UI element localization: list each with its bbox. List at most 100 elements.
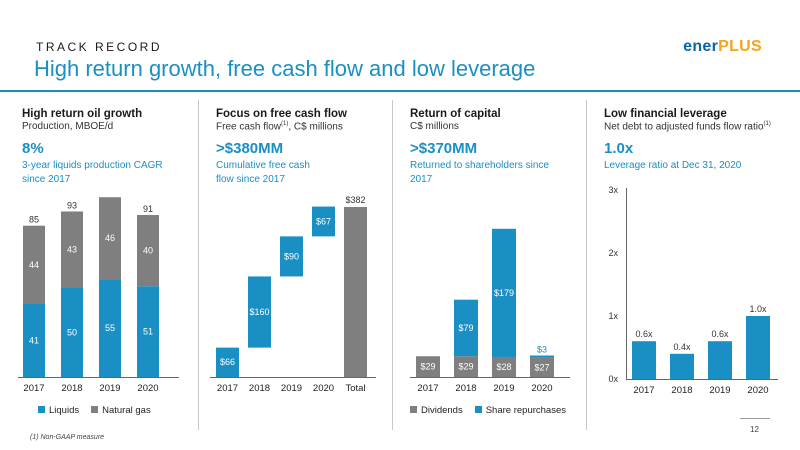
y-tick-label: 0x — [608, 374, 618, 384]
bar-leverage — [632, 341, 656, 379]
bar-free-cash-flow — [312, 206, 335, 237]
total-label: 101 — [102, 195, 117, 196]
bar-liquids — [137, 286, 159, 377]
x-tick-label: 2018 — [455, 383, 476, 394]
company-logo: enerPLUS — [683, 38, 762, 55]
x-tick-label: 2018 — [671, 385, 692, 396]
bar-leverage — [708, 341, 732, 379]
production-chart: 41 44 85 2017 50 43 93 2018 55 46 101 2019 51 40 91 202… — [18, 195, 179, 394]
data-label: 41 — [29, 336, 39, 346]
data-label: 1.0x — [749, 304, 767, 314]
panel-divider — [586, 100, 587, 430]
panel-description: Leverage ratio at Dec 31, 2020 — [604, 160, 742, 172]
data-label: $28 — [496, 362, 511, 372]
free-cash-flow-chart: $66 2017 $160 2018 $90 2019 $67 2020 $382 Total — [210, 195, 376, 394]
x-tick-label: 2017 — [217, 383, 238, 394]
data-label: 0.6x — [635, 329, 653, 339]
return-of-capital-chart: $29 2017 $29 $79 2018 $28 $179 2019 $27 $3 2020 — [410, 228, 570, 394]
panel-highlight: >$370MM — [410, 140, 478, 157]
bar-dividends — [416, 356, 440, 377]
x-tick-label: 2019 — [493, 383, 514, 394]
bar-free-cash-flow — [280, 236, 303, 277]
bar-dividends — [492, 356, 516, 377]
panel-highlight: 8% — [22, 140, 44, 157]
data-label: 50 — [67, 328, 77, 338]
data-label: $79 — [458, 323, 473, 333]
data-label: 46 — [105, 233, 115, 243]
x-tick-label: Total — [345, 383, 365, 394]
x-tick-label: 2020 — [313, 383, 334, 394]
data-label: 51 — [143, 327, 153, 337]
data-label: $90 — [284, 251, 299, 261]
bar-natural-gas — [23, 225, 45, 305]
bar-share-repurchases — [454, 299, 478, 357]
panel-oil-growth: High return oil growth Production, MBOE/… — [22, 108, 172, 187]
bar-dividends — [454, 356, 478, 377]
bar-dividends — [530, 357, 554, 377]
legend-swatch-icon — [474, 406, 482, 413]
panel-description: Returned to shareholders since 2017 — [410, 160, 549, 185]
bar-share-repurchases — [530, 355, 554, 358]
panel-return-of-capital: Return of capital C$ millions >$370MM Re… — [410, 108, 550, 187]
panel-divider — [392, 100, 393, 430]
y-tick-label: 2x — [608, 248, 618, 258]
page-number: 12 — [750, 425, 759, 434]
bar-leverage — [746, 316, 770, 379]
footnote: (1) Non-GAAP measure — [30, 434, 105, 441]
x-tick-label: 2019 — [709, 385, 730, 396]
bar-natural-gas — [137, 215, 159, 287]
total-label: 85 — [29, 215, 39, 225]
page-number-rule — [740, 418, 770, 419]
x-tick-label: 2020 — [747, 385, 768, 396]
title-rule — [0, 90, 800, 92]
panel-subtitle: Free cash flow(1), C$ millions — [216, 121, 343, 133]
panel-subtitle: C$ millions — [410, 121, 459, 132]
total-label: 91 — [143, 204, 153, 214]
section-eyebrow: TRACK RECORD — [36, 40, 163, 54]
panel-subtitle: Production, MBOE/d — [22, 121, 114, 132]
panel-title: Return of capital — [410, 108, 501, 120]
x-tick-label: 2019 — [281, 383, 302, 394]
bar-leverage — [670, 353, 694, 379]
data-label: $27 — [534, 362, 549, 372]
data-label: $382 — [345, 195, 365, 205]
x-tick-label: 2017 — [417, 383, 438, 394]
x-tick-label: 2019 — [99, 383, 120, 394]
return-of-capital-legend: Dividends Share repurchases — [410, 405, 566, 416]
x-tick-label: 2018 — [249, 383, 270, 394]
bar-free-cash-flow — [216, 347, 239, 377]
legend-item: Liquids — [38, 405, 79, 416]
data-label: 44 — [29, 260, 39, 270]
bar-natural-gas — [61, 211, 83, 288]
y-tick-label: 3x — [608, 185, 618, 195]
legend-swatch-icon — [91, 406, 99, 413]
total-label: 93 — [67, 200, 77, 210]
panel-highlight: >$380MM — [216, 140, 284, 158]
data-label: 0.4x — [673, 342, 691, 352]
bar-liquids — [61, 288, 83, 377]
panel-financial-leverage: Low financial leverage Net debt to adjus… — [604, 108, 771, 173]
data-label: 55 — [105, 323, 115, 333]
x-tick-label: 2018 — [61, 383, 82, 394]
legend-swatch-icon — [38, 406, 45, 413]
data-label: 43 — [67, 245, 77, 255]
leverage-chart: 0x 1x 2x 3x 0.6x 2017 0.4x 2018 0.6x 2019 1.0x 2020 — [608, 185, 778, 396]
x-tick-label: 2020 — [531, 383, 552, 394]
panel-description: Cumulative free cash flow since 2017 — [216, 160, 310, 186]
bar-liquids — [23, 304, 45, 377]
data-label: $66 — [220, 357, 235, 367]
panel-title: Focus on free cash flow — [216, 108, 347, 120]
panel-free-cash-flow: Focus on free cash flow Free cash flow(1… — [216, 108, 347, 187]
data-label: $179 — [494, 288, 514, 298]
legend-item: Share repurchases — [474, 405, 566, 416]
panel-title: Low financial leverage — [604, 108, 727, 120]
bar-natural-gas — [99, 197, 121, 280]
panel-divider — [198, 100, 199, 430]
panel-subtitle: Net debt to adjusted funds flow ratio(1) — [604, 121, 771, 133]
data-label: $29 — [458, 362, 473, 372]
data-label: $67 — [316, 216, 331, 226]
x-tick-label: 2020 — [137, 383, 158, 394]
data-label: 40 — [143, 246, 153, 256]
bar-share-repurchases — [492, 228, 516, 357]
bar-free-cash-flow — [248, 276, 271, 348]
